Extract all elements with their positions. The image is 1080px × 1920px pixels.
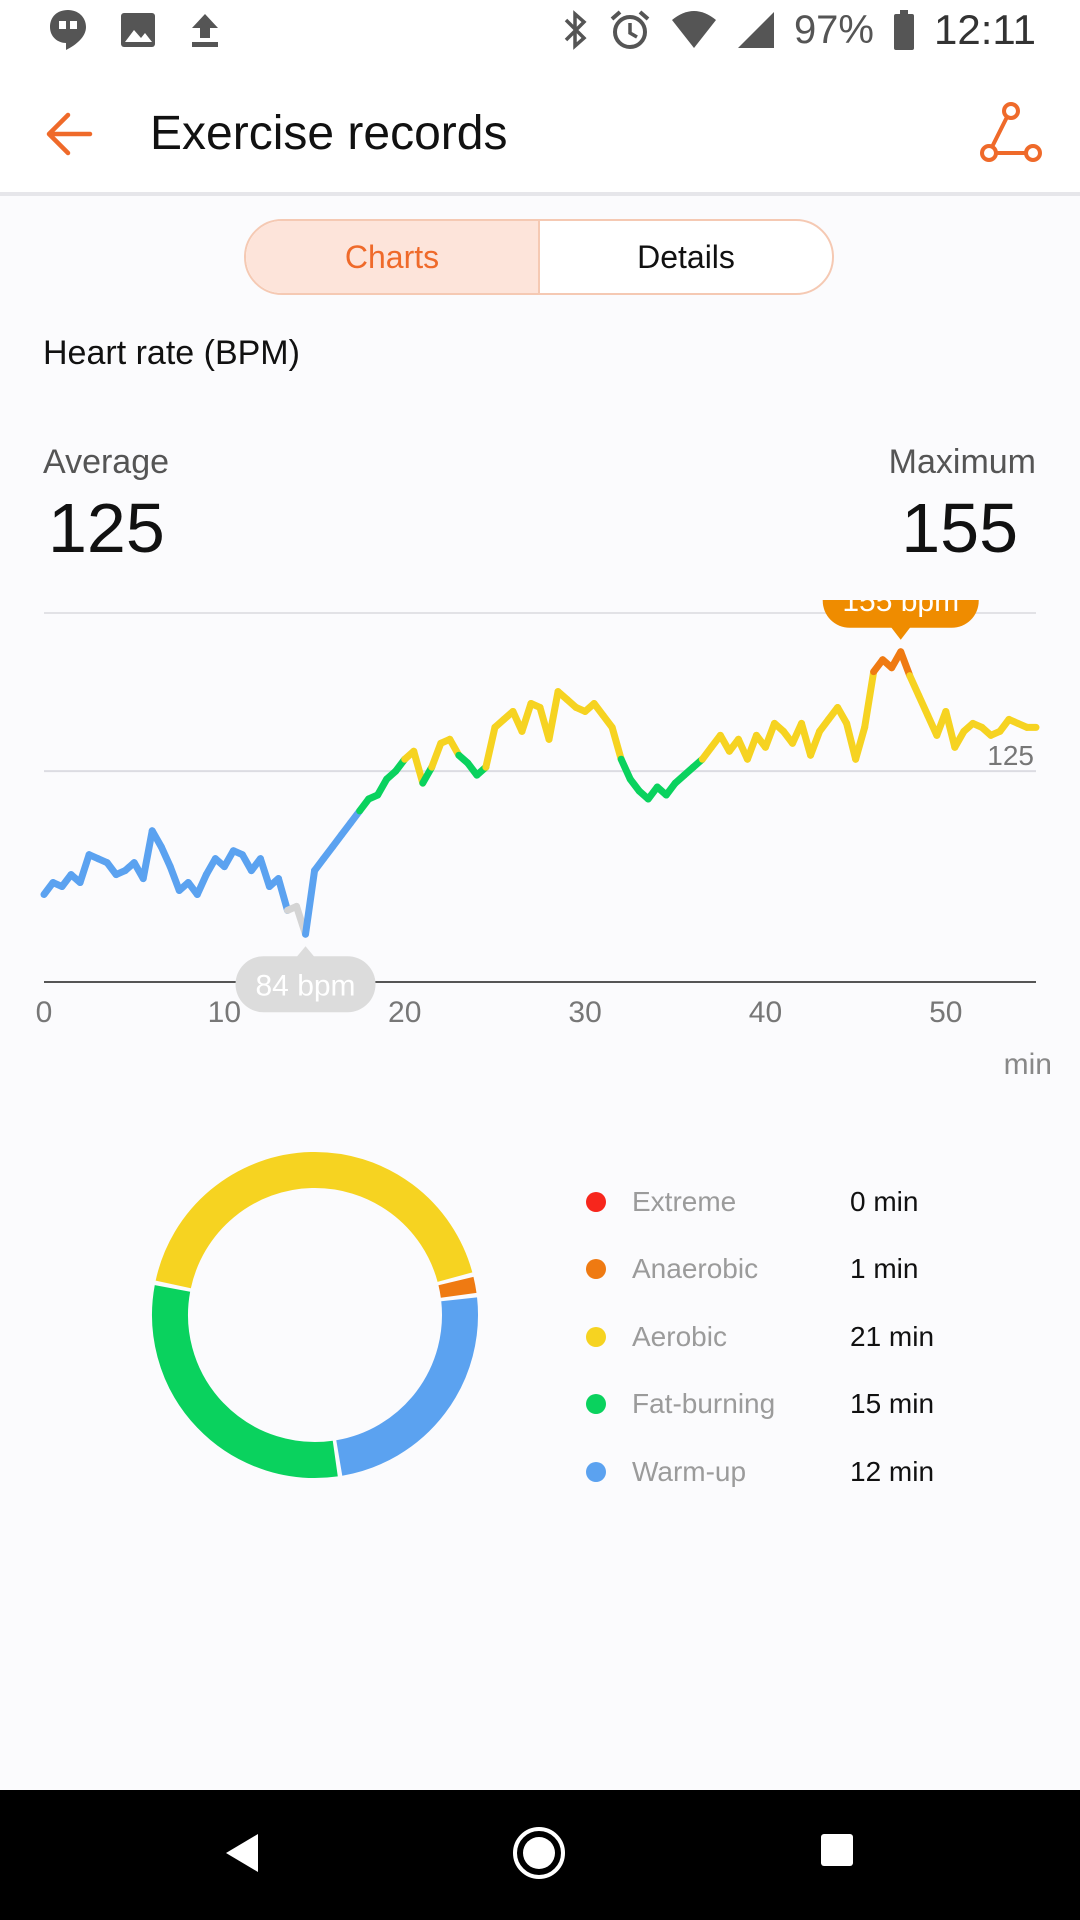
heart-rate-segment — [518, 700, 535, 735]
donut-slice-warm-up — [335, 1297, 478, 1476]
heart-rate-segment — [617, 755, 634, 783]
maximum-value: 155 — [901, 489, 1018, 567]
zone-donut-chart — [152, 1152, 478, 1478]
legend-dot — [586, 1461, 606, 1482]
legend-zone-name: Warm-up — [632, 1455, 747, 1487]
legend-zone-value: 21 min — [850, 1320, 935, 1352]
status-bar: 97% 12:11 — [0, 0, 1080, 66]
alarm-icon — [610, 10, 650, 49]
legend-zone-name: Aerobic — [632, 1320, 727, 1352]
donut-slice-anaerobic — [438, 1276, 477, 1298]
heart-rate-segment — [166, 863, 183, 894]
tab-details[interactable]: Details — [637, 238, 735, 275]
view-toggle: Charts Details — [244, 219, 834, 295]
heart-rate-segment — [807, 727, 824, 759]
battery-icon — [894, 10, 914, 50]
legend-zone-value: 15 min — [850, 1388, 935, 1420]
heart-rate-segment — [852, 723, 869, 763]
legend-zone-value: 0 min — [850, 1185, 919, 1217]
image-icon — [121, 13, 155, 47]
legend-dot — [586, 1191, 606, 1212]
legend-row: Warm-up 12 min — [580, 1438, 1040, 1506]
x-tick-label: 10 — [208, 996, 241, 1029]
tab-charts[interactable]: Charts — [246, 221, 540, 293]
home-nav-icon[interactable] — [511, 1825, 567, 1881]
heart-rate-chart: 125 155 bpm 84 bpm 0 10 20 30 40 50 — [36, 600, 1040, 1029]
donut-slice-aerobic — [155, 1152, 473, 1289]
x-tick-label: 40 — [749, 996, 782, 1029]
zone-legend: Extreme 0 min Anaerobic 1 min Aerobic 21 min F… — [580, 1168, 1040, 1506]
x-axis-unit: min — [1003, 1048, 1052, 1081]
max-bpm-badge: 155 bpm — [822, 600, 979, 640]
heart-rate-segment — [410, 747, 427, 787]
legend-zone-name: Extreme — [632, 1185, 737, 1217]
legend-zone-value: 1 min — [850, 1253, 919, 1285]
legend-dot — [586, 1259, 606, 1280]
heart-rate-segment — [906, 672, 923, 700]
heart-rate-segment — [761, 719, 778, 751]
heart-rate-segment — [861, 668, 878, 731]
x-tick-label: 20 — [388, 996, 421, 1029]
x-tick-label: 50 — [929, 996, 962, 1029]
hangouts-icon — [50, 10, 86, 50]
average-label: Average — [43, 443, 170, 481]
section-title: Heart rate (BPM) — [43, 334, 300, 372]
status-bar-right: 97% 12:11 — [560, 6, 1036, 54]
signal-icon — [737, 12, 774, 48]
legend-dot — [586, 1394, 606, 1415]
heart-rate-segment — [193, 871, 210, 898]
heart-rate-segment — [608, 723, 625, 763]
heart-rate-segment — [274, 875, 291, 914]
back-nav-icon[interactable] — [222, 1828, 262, 1878]
heart-rate-line — [40, 648, 1040, 938]
legend-zone-name: Anaerobic — [632, 1253, 759, 1285]
average-value: 125 — [48, 489, 165, 567]
bluetooth-icon — [564, 10, 587, 50]
heart-rate-segment — [915, 692, 932, 719]
heart-rate-segment — [302, 867, 319, 938]
min-bpm-badge: 84 bpm — [235, 946, 376, 1013]
page-title: Exercise records — [150, 107, 508, 160]
legend-row: Fat-burning 15 min — [580, 1371, 1040, 1439]
route-icon[interactable] — [978, 100, 1044, 166]
x-tick-label: 0 — [36, 996, 53, 1029]
recents-nav-icon[interactable] — [819, 1832, 855, 1868]
average-line-label: 125 — [987, 740, 1034, 771]
legend-row: Aerobic 21 min — [580, 1303, 1040, 1371]
legend-row: Extreme 0 min — [580, 1168, 1040, 1236]
legend-row: Anaerobic 1 min — [580, 1236, 1040, 1304]
heart-rate-segment — [942, 707, 959, 751]
back-arrow-icon[interactable] — [40, 102, 104, 166]
heart-rate-segment — [482, 723, 499, 771]
battery-percent: 97% — [793, 7, 874, 52]
heart-rate-segment — [157, 843, 174, 871]
donut-slice-fat-burning — [152, 1285, 338, 1478]
heart-rate-segment — [743, 731, 760, 763]
maximum-label: Maximum — [888, 443, 1036, 481]
upload-icon — [192, 14, 218, 47]
legend-zone-value: 12 min — [850, 1455, 935, 1487]
heart-rate-segment — [428, 739, 445, 771]
wifi-icon — [671, 11, 716, 48]
max-bpm-label: 155 bpm — [842, 600, 959, 618]
min-bpm-label: 84 bpm — [255, 969, 355, 1002]
navigation-bar — [0, 1790, 1080, 1920]
x-tick-label: 30 — [568, 996, 601, 1029]
heart-rate-segment — [139, 827, 156, 883]
app-bar: Exercise records — [0, 66, 1080, 196]
heart-rate-segment — [897, 648, 914, 680]
heart-rate-segment — [256, 855, 273, 891]
clock: 12:11 — [934, 6, 1036, 53]
legend-zone-name: Fat-burning — [632, 1388, 776, 1420]
heart-rate-segment — [545, 688, 562, 743]
heart-rate-segment — [76, 851, 93, 887]
legend-dot — [586, 1326, 606, 1347]
status-bar-left — [48, 8, 222, 52]
